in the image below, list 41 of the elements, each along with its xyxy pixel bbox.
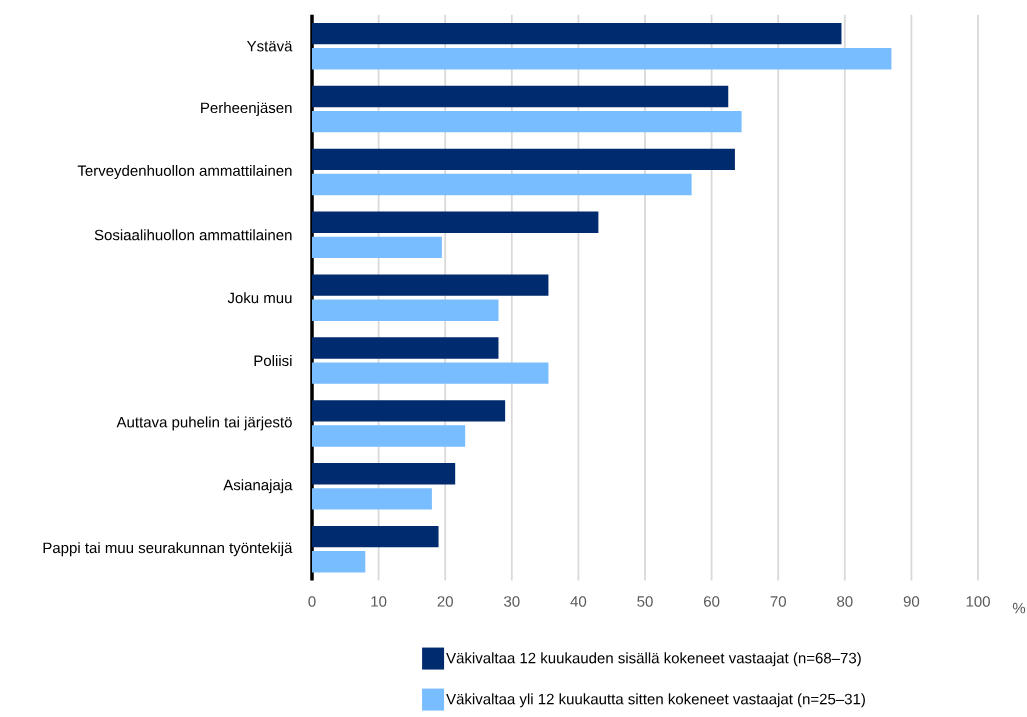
- bar: [312, 463, 456, 485]
- legend-label: Väkivaltaa yli 12 kuukautta sitten kokeneet vastaajat (n=25–31): [446, 693, 865, 708]
- bar: [312, 48, 892, 70]
- x-tick-label: 10: [371, 596, 387, 607]
- bar: [312, 488, 432, 510]
- x-tick-label: 0: [308, 596, 316, 607]
- y-tick-label: Perheenjäsen: [201, 102, 292, 117]
- y-tick-label: Terveydenhuollon ammattilainen: [77, 164, 292, 179]
- bar: [312, 274, 549, 296]
- bar: [312, 551, 366, 573]
- x-tick-label: 30: [504, 596, 520, 607]
- bar: [312, 362, 549, 384]
- bar: [312, 400, 506, 422]
- bar: [312, 110, 742, 133]
- y-tick-label: Pappi tai muu seurakunnan työntekijä: [43, 542, 293, 557]
- x-tick-label: 20: [437, 596, 453, 607]
- bar: [312, 236, 442, 259]
- x-tick-label: 80: [837, 596, 853, 607]
- x-tick-label: 40: [570, 596, 587, 607]
- x-tick-label: 90: [903, 596, 920, 607]
- y-tick-label: Poliisi: [254, 355, 292, 367]
- bar: [312, 337, 499, 359]
- x-tick-label: 70: [770, 596, 786, 607]
- bar: [312, 525, 439, 548]
- y-tick-label: Sosiaalihuollon ammattilainen: [94, 229, 292, 241]
- bar: [312, 425, 466, 447]
- bar: [312, 299, 499, 321]
- y-tick-label: Joku muu: [227, 292, 292, 304]
- bar: [312, 148, 735, 171]
- bar: [312, 22, 842, 45]
- x-tick-label: 100: [966, 596, 990, 607]
- bar: [312, 211, 599, 233]
- bar: [312, 85, 729, 108]
- legend-label: Väkivaltaa 12 kuukauden sisällä kokeneet vastaajat (n=68–73): [446, 652, 861, 667]
- y-tick-label: Asianajaja: [223, 479, 293, 494]
- x-tick-label: 60: [704, 596, 720, 607]
- y-tick-label: Ystävä: [246, 41, 293, 52]
- bar: [312, 173, 692, 196]
- y-tick-label: Auttava puhelin tai järjestö: [116, 416, 292, 431]
- x-tick-label: 50: [637, 596, 653, 607]
- x-axis-title: %: [1012, 602, 1026, 614]
